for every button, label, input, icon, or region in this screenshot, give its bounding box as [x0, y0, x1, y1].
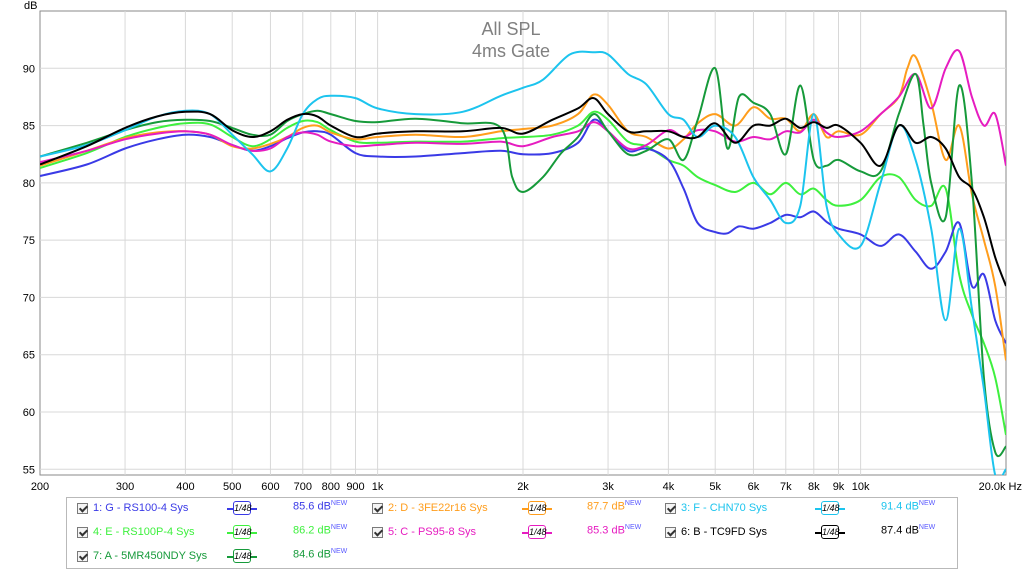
smoothing-indicator[interactable]: 1/48: [522, 525, 552, 539]
x-tick-label: 10k: [852, 481, 870, 493]
x-tick-label: 300: [116, 481, 134, 493]
series-layer: [40, 49, 1006, 475]
chart-subtitle: 4ms Gate: [472, 41, 550, 61]
x-tick-label: 20.0k Hz: [979, 481, 1022, 493]
x-tick-label: 2k: [517, 481, 529, 493]
new-badge: NEW: [624, 524, 642, 531]
smoothing-indicator[interactable]: 1/48: [227, 549, 257, 563]
legend-checkbox[interactable]: [77, 550, 88, 562]
plot-svg: 200 300 400 500 600 700 800 900 1k 2k 3k 4k 5k 6k 7k 8k…: [23, 0, 1022, 493]
y-tick-label: 55: [23, 464, 35, 476]
smoothing-indicator[interactable]: 1/48: [522, 501, 552, 515]
legend-checkbox[interactable]: [372, 526, 383, 538]
series-line-1: [40, 118, 1006, 344]
x-tick-label: 1k: [372, 481, 384, 493]
legend-entry-4[interactable]: 4: E - RS100P-4 Sys: [77, 523, 195, 541]
legend-entry-6[interactable]: 6: B - TC9FD Sys: [665, 523, 767, 541]
new-badge: NEW: [918, 524, 936, 531]
x-tick-label: 800: [322, 481, 340, 493]
legend-checkbox[interactable]: [77, 526, 88, 538]
legend-checkbox[interactable]: [665, 526, 676, 538]
smoothing-badge: 1/48: [233, 549, 252, 563]
x-tick-label: 9k: [833, 481, 845, 493]
x-tick-label: 3k: [602, 481, 614, 493]
smoothing-badge: 1/48: [528, 525, 547, 539]
level-value: 85.6 dBNEW: [293, 500, 348, 513]
legend-entry-1[interactable]: 1: G - RS100-4 Sys: [77, 499, 188, 517]
series-line-3: [40, 50, 1006, 475]
series-line-5: [40, 49, 1006, 166]
legend-label: 1: G - RS100-4 Sys: [93, 502, 189, 514]
y-tick-label: 80: [23, 178, 35, 190]
legend-label: 2: D - 3FE22r16 Sys: [388, 502, 488, 514]
y-tick-label: 75: [23, 235, 35, 247]
new-badge: NEW: [330, 548, 348, 555]
y-tick-label: 60: [23, 407, 35, 419]
series-line-7: [40, 67, 1006, 458]
x-tick-label: 4k: [663, 481, 675, 493]
y-tick-label: 65: [23, 350, 35, 362]
smoothing-badge: 1/48: [233, 501, 252, 515]
smoothing-badge: 1/48: [528, 501, 547, 515]
series-line-6: [40, 97, 1006, 287]
x-tick-label: 5k: [709, 481, 721, 493]
legend-entry-7[interactable]: 7: A - 5MR450NDY Sys: [77, 547, 207, 565]
new-badge: NEW: [330, 500, 348, 507]
legend-entry-5[interactable]: 5: C - PS95-8 Sys: [372, 523, 476, 541]
chart-title: All SPL: [481, 19, 540, 39]
new-badge: NEW: [918, 500, 936, 507]
x-tick-label: 6k: [748, 481, 760, 493]
legend-label: 4: E - RS100P-4 Sys: [93, 526, 195, 538]
smoothing-badge: 1/48: [821, 525, 840, 539]
tick-labels: 200 300 400 500 600 700 800 900 1k 2k 3k 4k 5k 6k 7k 8k…: [23, 63, 1022, 493]
x-tick-label: 400: [176, 481, 194, 493]
level-value: 87.4 dBNEW: [881, 524, 936, 537]
legend-label: 7: A - 5MR450NDY Sys: [93, 550, 208, 562]
legend: 1: G - RS100-4 Sys 1/48 85.6 dBNEW 2: D - 3…: [66, 497, 958, 569]
new-badge: NEW: [330, 524, 348, 531]
x-tick-label: 7k: [780, 481, 792, 493]
x-tick-label: 900: [346, 481, 364, 493]
smoothing-badge: 1/48: [233, 525, 252, 539]
legend-entry-3[interactable]: 3: F - CHN70 Sys: [665, 499, 767, 517]
x-tick-label: 600: [261, 481, 279, 493]
y-axis-label: dB: [24, 0, 37, 12]
legend-label: 5: C - PS95-8 Sys: [388, 526, 477, 538]
y-tick-label: 85: [23, 121, 35, 133]
x-tick-label: 500: [223, 481, 241, 493]
smoothing-indicator[interactable]: 1/48: [227, 525, 257, 539]
level-value: 84.6 dBNEW: [293, 548, 348, 561]
smoothing-badge: 1/48: [821, 501, 840, 515]
x-tick-label: 700: [294, 481, 312, 493]
legend-label: 6: B - TC9FD Sys: [681, 526, 767, 538]
legend-entry-2[interactable]: 2: D - 3FE22r16 Sys: [372, 499, 488, 517]
legend-label: 3: F - CHN70 Sys: [681, 502, 768, 514]
level-value: 91.4 dBNEW: [881, 500, 936, 513]
legend-checkbox[interactable]: [372, 502, 383, 514]
level-value: 86.2 dBNEW: [293, 524, 348, 537]
series-line-4: [40, 110, 1006, 436]
x-tick-label: 8k: [808, 481, 820, 493]
smoothing-indicator[interactable]: 1/48: [815, 525, 845, 539]
y-tick-label: 90: [23, 63, 35, 75]
level-value: 85.3 dBNEW: [587, 524, 642, 537]
legend-checkbox[interactable]: [665, 502, 676, 514]
x-tick-label: 200: [31, 481, 49, 493]
new-badge: NEW: [624, 500, 642, 507]
smoothing-indicator[interactable]: 1/48: [815, 501, 845, 515]
grid: [40, 11, 1006, 475]
level-value: 87.7 dBNEW: [587, 500, 642, 513]
smoothing-indicator[interactable]: 1/48: [227, 501, 257, 515]
legend-checkbox[interactable]: [77, 502, 88, 514]
series-line-2: [40, 54, 1006, 361]
y-tick-label: 70: [23, 292, 35, 304]
